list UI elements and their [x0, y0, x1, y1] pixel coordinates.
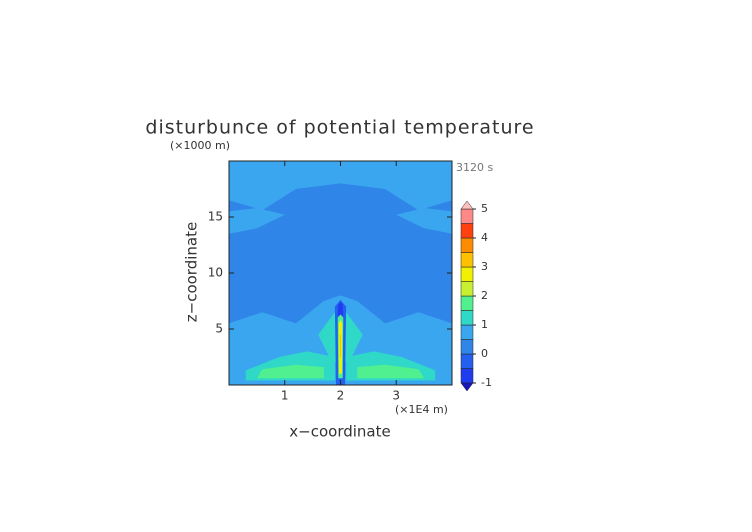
contour-region [357, 364, 425, 379]
contour-field [229, 161, 452, 385]
colorbar-bin [460, 324, 474, 340]
x-tick-label: 3 [392, 389, 400, 403]
colorbar-bin [460, 353, 474, 369]
colorbar-tick-label: -1 [481, 376, 492, 389]
colorbar-tick-label: 0 [481, 347, 488, 360]
contour-region [339, 334, 342, 357]
contour-region [396, 208, 452, 234]
chart-title: disturbunce of potential temperature [145, 117, 534, 139]
x-unit: (×1E4 m) [395, 403, 448, 416]
colorbar-tick-label: 3 [481, 260, 488, 273]
y-tick-label: 5 [215, 322, 223, 336]
y-unit: (×1000 m) [170, 139, 230, 152]
colorbar-bin [460, 339, 474, 355]
colorbar-bin [460, 368, 474, 384]
y-axis-label: z−coordinate [183, 222, 201, 322]
y-tick-label: 10 [208, 266, 223, 280]
colorbar-bin [460, 237, 474, 253]
time-label: 3120 s [456, 161, 493, 174]
colorbar-tick-label: 1 [481, 318, 488, 331]
x-tick-label: 1 [281, 389, 289, 403]
contour-region [343, 312, 363, 363]
contour-region [256, 364, 324, 379]
colorbar-bin [460, 295, 474, 311]
x-tick-label: 2 [337, 389, 345, 403]
x-axis-label: x−coordinate [289, 423, 390, 441]
colorbar-bin [460, 281, 474, 297]
contour-region [318, 312, 338, 363]
colorbar-bin [460, 252, 474, 268]
axes: 1 2 3 5 10 15 -1 0 1 2 3 4 5 [208, 160, 492, 403]
colorbar-tick-label: 5 [481, 202, 488, 215]
colorbar-bin [460, 266, 474, 282]
colorbar-under [460, 382, 474, 392]
colorbar-bin [460, 223, 474, 239]
colorbar-bin [460, 208, 474, 224]
colorbar-tick-label: 2 [481, 289, 488, 302]
colorbar-bin [460, 310, 474, 326]
colorbar-over [460, 200, 474, 210]
y-tick-label: 15 [208, 210, 223, 224]
contour-region [337, 302, 344, 316]
contour-region [229, 208, 285, 234]
colorbar-tick-label: 4 [481, 231, 488, 244]
contour-region [229, 161, 452, 211]
